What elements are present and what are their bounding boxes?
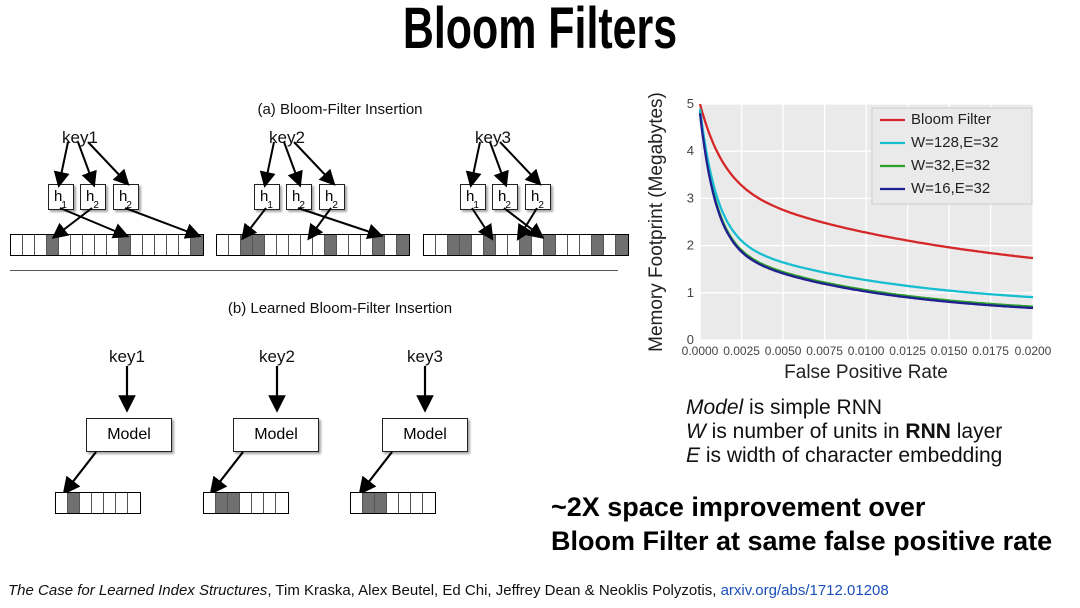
svg-text:5: 5 xyxy=(687,96,694,111)
svg-text:0.0025: 0.0025 xyxy=(723,344,760,358)
svg-text:W=16,E=32: W=16,E=32 xyxy=(911,180,990,197)
svg-text:4: 4 xyxy=(687,143,694,158)
svg-text:0.0125: 0.0125 xyxy=(889,344,926,358)
svg-text:False Positive Rate: False Positive Rate xyxy=(784,362,948,383)
svg-text:1: 1 xyxy=(687,285,694,300)
svg-text:0.0075: 0.0075 xyxy=(806,344,843,358)
svg-text:0.0200: 0.0200 xyxy=(1015,344,1052,358)
svg-text:0.0000: 0.0000 xyxy=(682,344,719,358)
svg-text:3: 3 xyxy=(687,190,694,205)
svg-text:0.0050: 0.0050 xyxy=(765,344,802,358)
svg-text:Bloom Filter: Bloom Filter xyxy=(911,111,991,128)
svg-text:0.0175: 0.0175 xyxy=(972,344,1009,358)
svg-text:0.0100: 0.0100 xyxy=(848,344,885,358)
svg-text:W=32,E=32: W=32,E=32 xyxy=(911,157,990,174)
svg-text:W=128,E=32: W=128,E=32 xyxy=(911,134,999,151)
svg-text:0.0150: 0.0150 xyxy=(931,344,968,358)
svg-text:2: 2 xyxy=(687,238,694,253)
svg-text:Memory Footprint (Megabytes): Memory Footprint (Megabytes) xyxy=(646,92,667,352)
